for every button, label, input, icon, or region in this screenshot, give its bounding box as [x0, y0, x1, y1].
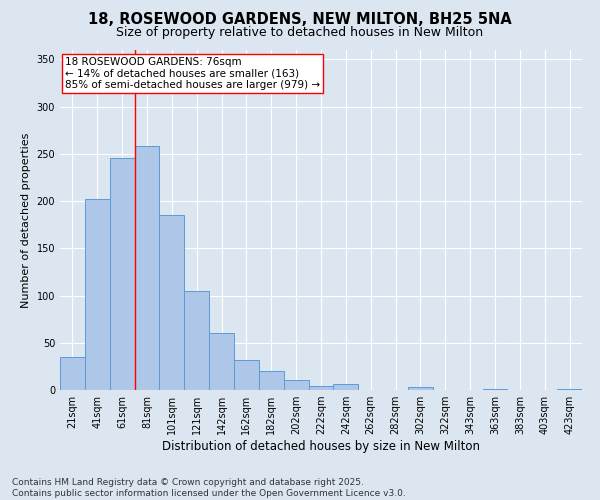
- Text: Contains HM Land Registry data © Crown copyright and database right 2025.
Contai: Contains HM Land Registry data © Crown c…: [12, 478, 406, 498]
- Bar: [209, 334, 234, 390]
- Y-axis label: Number of detached properties: Number of detached properties: [21, 132, 31, 308]
- Bar: [284, 380, 308, 390]
- Bar: [334, 384, 358, 390]
- X-axis label: Distribution of detached houses by size in New Milton: Distribution of detached houses by size …: [162, 440, 480, 453]
- Bar: [259, 371, 284, 390]
- Text: 18 ROSEWOOD GARDENS: 76sqm
← 14% of detached houses are smaller (163)
85% of sem: 18 ROSEWOOD GARDENS: 76sqm ← 14% of deta…: [65, 57, 320, 90]
- Text: Size of property relative to detached houses in New Milton: Size of property relative to detached ho…: [116, 26, 484, 39]
- Bar: [160, 216, 184, 390]
- Bar: [110, 158, 134, 390]
- Bar: [134, 146, 160, 390]
- Bar: [482, 389, 508, 390]
- Bar: [60, 357, 85, 390]
- Bar: [308, 386, 334, 390]
- Bar: [85, 199, 110, 390]
- Bar: [408, 387, 433, 390]
- Text: 18, ROSEWOOD GARDENS, NEW MILTON, BH25 5NA: 18, ROSEWOOD GARDENS, NEW MILTON, BH25 5…: [88, 12, 512, 28]
- Bar: [557, 389, 582, 390]
- Bar: [234, 360, 259, 390]
- Bar: [184, 291, 209, 390]
